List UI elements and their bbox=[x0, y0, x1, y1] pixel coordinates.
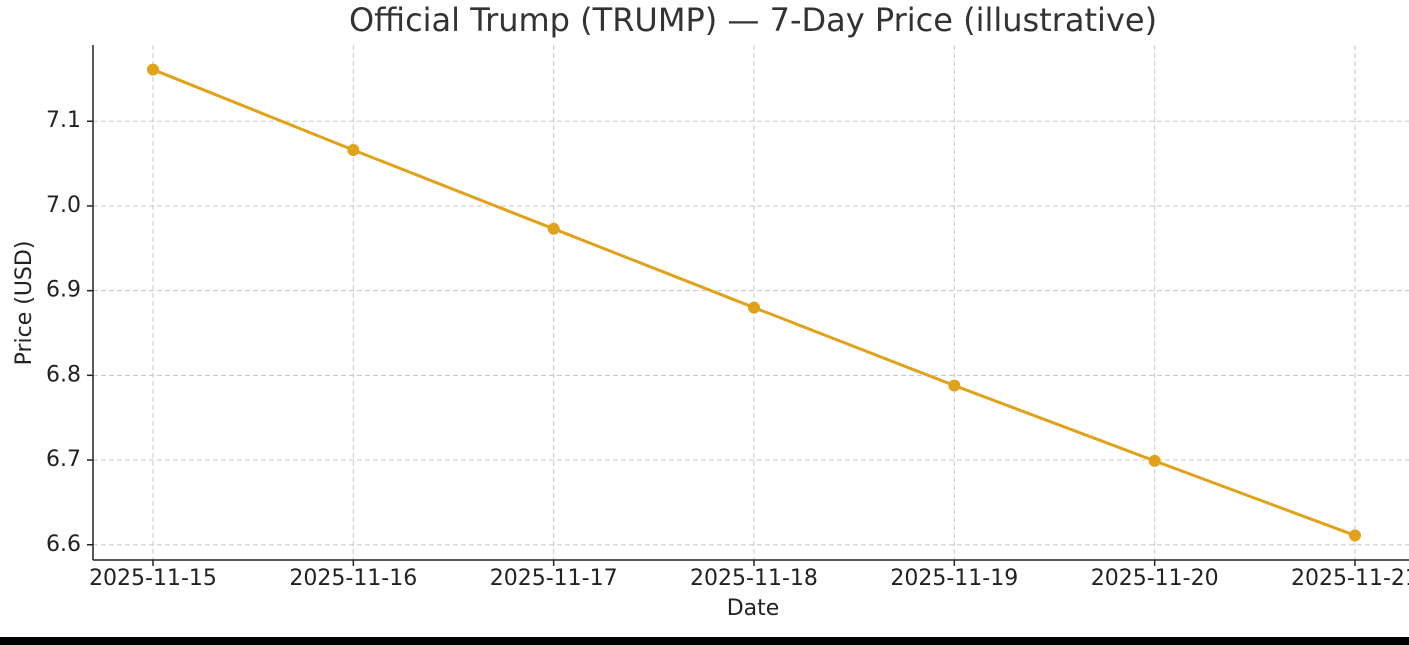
point bbox=[948, 379, 961, 392]
y-tick-label: 7.0 bbox=[46, 193, 81, 218]
y-tick-label: 6.8 bbox=[46, 362, 81, 387]
point bbox=[1148, 454, 1161, 467]
x-tick-label: 2025-11-18 bbox=[690, 566, 818, 591]
y-tick-label: 7.1 bbox=[46, 108, 81, 133]
point bbox=[547, 222, 560, 235]
x-tick-label: 2025-11-15 bbox=[89, 566, 217, 591]
point bbox=[1348, 529, 1361, 542]
x-axis-label: Date bbox=[727, 596, 780, 621]
x-tick-label: 2025-11-21 bbox=[1291, 566, 1409, 591]
point bbox=[747, 301, 760, 314]
x-tick-label: 2025-11-17 bbox=[490, 566, 618, 591]
point bbox=[347, 144, 360, 157]
x-tick-label: 2025-11-16 bbox=[289, 566, 417, 591]
y-tick-label: 6.6 bbox=[46, 532, 81, 557]
y-tick-label: 6.9 bbox=[46, 278, 81, 303]
x-tick-label: 2025-11-19 bbox=[890, 566, 1018, 591]
point bbox=[147, 63, 159, 76]
bottom-bar bbox=[0, 637, 1409, 645]
y-axis-label: Price (USD) bbox=[12, 241, 37, 366]
x-tick-label: 2025-11-20 bbox=[1091, 566, 1219, 591]
chart-title: Official Trump (TRUMP) — 7-Day Price (il… bbox=[349, 1, 1157, 39]
y-tick-label: 6.7 bbox=[46, 447, 81, 472]
